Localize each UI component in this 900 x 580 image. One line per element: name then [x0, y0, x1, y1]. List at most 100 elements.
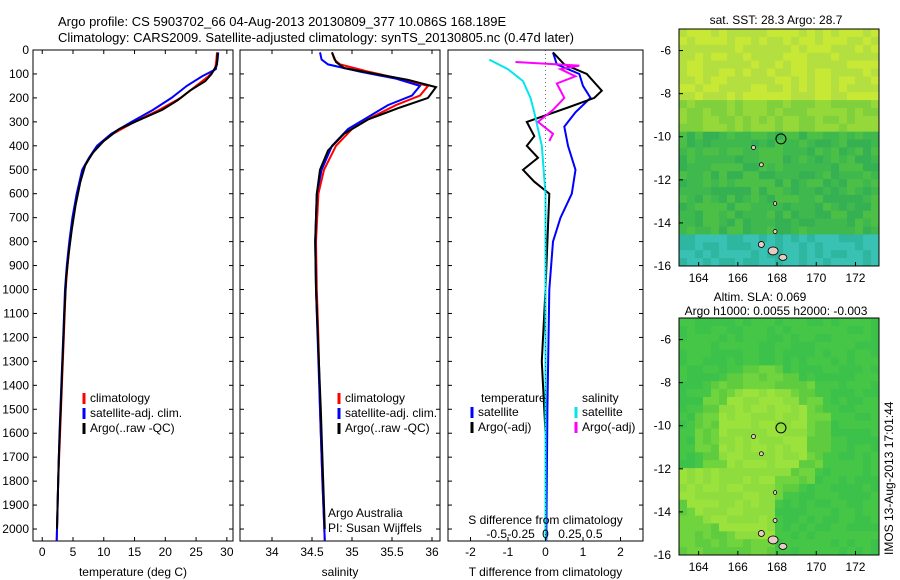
map-cell: [759, 147, 768, 156]
map-cell: [823, 325, 832, 335]
map-cell: [783, 365, 792, 374]
map-cell: [847, 318, 856, 327]
map-cell: [719, 318, 728, 327]
map-cell: [775, 373, 784, 382]
map-cell: [735, 325, 744, 335]
map-cell: [775, 325, 784, 335]
map-cell: [791, 139, 800, 148]
map-cell: [799, 531, 808, 540]
map-cell: [855, 202, 864, 212]
map-cell: [871, 242, 880, 251]
map-cell: [799, 187, 808, 196]
map-cell: [871, 547, 880, 556]
map-cell: [815, 234, 824, 243]
map-cell: [839, 483, 848, 493]
map-cell: [751, 115, 760, 125]
map-cell: [831, 357, 840, 366]
map-cell: [783, 515, 792, 524]
map-cell: [727, 84, 736, 93]
map-cell: [743, 444, 752, 453]
map-cell: [751, 234, 760, 243]
map-cell: [783, 92, 792, 101]
map-cell: [695, 115, 704, 125]
map-cell: [791, 179, 800, 188]
map-cell: [799, 115, 808, 125]
map-cell: [727, 389, 736, 398]
map-cell: [767, 131, 776, 140]
map-cell: [855, 539, 864, 548]
map-cell: [711, 44, 720, 54]
map-cell: [799, 420, 808, 429]
map-cell: [703, 68, 712, 77]
map-cell: [727, 226, 736, 235]
map-cell: [855, 452, 864, 461]
map-cell: [847, 36, 856, 46]
map-cell: [719, 131, 728, 140]
map-cell: [711, 515, 720, 524]
x2-tick-label: -0.5: [486, 527, 507, 541]
map-cell: [823, 515, 832, 524]
map-cell: [831, 491, 840, 501]
map-cell: [711, 531, 720, 540]
map-cell: [727, 325, 736, 335]
map-cell: [775, 452, 784, 461]
map-cell: [831, 250, 840, 259]
map-cell: [863, 84, 872, 93]
map-cell: [735, 476, 744, 485]
map-cell: [807, 381, 816, 390]
y-tick-label: 800: [9, 235, 29, 249]
map-cell: [815, 218, 824, 227]
map-cell: [679, 476, 688, 485]
map-cell: [775, 531, 784, 540]
map-cell: [767, 210, 776, 219]
map-cell: [703, 515, 712, 524]
map-cell: [679, 163, 688, 172]
map-cell: [703, 147, 712, 156]
map-cell: [847, 373, 856, 382]
map-cell: [743, 547, 752, 556]
map-cell: [855, 179, 864, 188]
map-cell: [687, 476, 696, 485]
map-cell: [839, 147, 848, 156]
map-cell: [863, 349, 872, 358]
map-cell: [767, 194, 776, 204]
map-cell: [807, 131, 816, 140]
map-cell: [871, 115, 880, 125]
map-cell: [679, 115, 688, 125]
map-cell: [719, 436, 728, 445]
map-cell: [871, 436, 880, 445]
map-cell: [767, 68, 776, 77]
map-cell: [839, 139, 848, 148]
map-cell: [687, 539, 696, 548]
map-cell: [815, 499, 824, 508]
map-cell: [759, 60, 768, 69]
map-cell: [687, 483, 696, 493]
map-cell: [719, 194, 728, 204]
map-cell: [839, 404, 848, 414]
map-cell: [831, 100, 840, 109]
map-cell: [847, 100, 856, 109]
x-tick-label: 0: [39, 545, 46, 559]
map-cell: [719, 341, 728, 350]
map-cell: [775, 476, 784, 485]
map-cell: [791, 333, 800, 343]
map-cell: [767, 60, 776, 69]
map-cell: [783, 341, 792, 350]
map-cell: [759, 115, 768, 125]
map-cell: [863, 139, 872, 148]
map-cell: [727, 349, 736, 358]
map-cell: [759, 210, 768, 219]
map-cell: [751, 341, 760, 350]
map-cell: [839, 381, 848, 390]
x-tick-label: 15: [128, 545, 142, 559]
map-cell: [775, 436, 784, 445]
y-tick-label: 0: [22, 43, 29, 57]
map-cell: [831, 397, 840, 406]
map-cell: [871, 357, 880, 366]
map-cell: [871, 226, 880, 235]
island-shape: [757, 530, 765, 537]
map-cell: [735, 250, 744, 259]
map-cell: [823, 100, 832, 109]
map-cell: [711, 155, 720, 164]
map-cell: [751, 349, 760, 358]
